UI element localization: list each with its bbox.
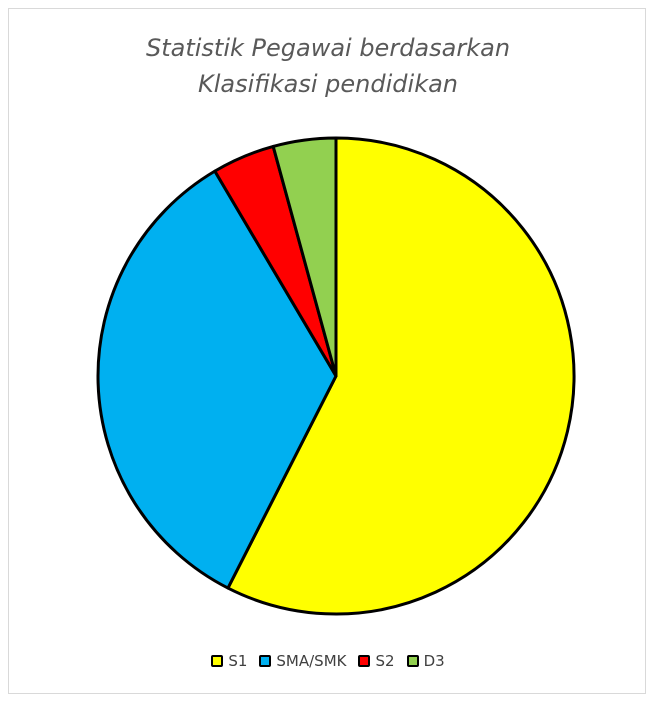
- pie-slices: [96, 136, 576, 616]
- chart-title: Statistik Pegawai berdasarkan Klasifikas…: [145, 34, 511, 98]
- legend-swatch-d3: [406, 655, 419, 667]
- legend-swatch-s1: [211, 655, 224, 667]
- pie-slice-sma-smk: [96, 169, 338, 590]
- legend-label-s1: S1: [228, 652, 248, 670]
- legend-item-d3: D3: [406, 652, 445, 670]
- legend-item-s1: S1: [211, 652, 247, 670]
- legend-label-s2: S2: [375, 652, 395, 670]
- pie-slice-d3: [271, 136, 338, 378]
- legend-label-d3: D3: [423, 652, 445, 670]
- chart-legend: S1 SMA/SMK S2 D3: [0, 652, 656, 670]
- legend-item-sma-smk: SMA/SMK: [259, 652, 346, 670]
- legend-item-s2: S2: [358, 652, 395, 670]
- legend-swatch-s2: [358, 655, 371, 667]
- legend-label-sma-smk: SMA/SMK: [276, 652, 347, 670]
- pie-slice-s1: [226, 136, 576, 616]
- legend-swatch-sma-smk: [259, 655, 272, 667]
